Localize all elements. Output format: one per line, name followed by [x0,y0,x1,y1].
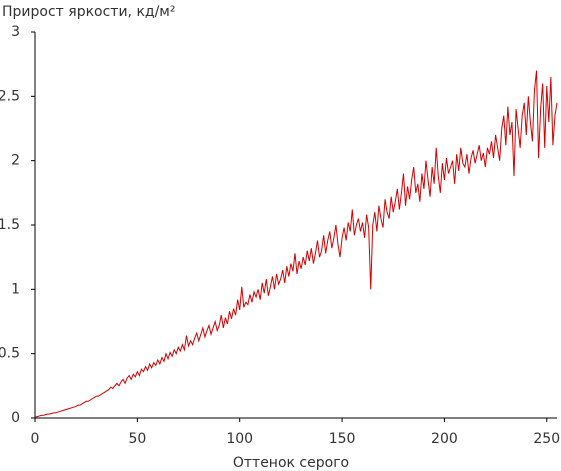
y-tick-label: 1 [11,281,20,297]
x-tick-label: 50 [128,431,146,447]
chart-title: Прирост яркости, кд/м² [2,4,175,20]
y-tick-label: 2.5 [0,88,20,104]
data-line [35,70,558,418]
x-tick-label: 0 [31,431,40,447]
x-axis-label: Оттенок серого [233,455,349,471]
x-tick-label: 100 [226,431,253,447]
y-tick-label: 0 [11,410,20,426]
x-tick-label: 200 [431,431,458,447]
y-tick-label: 1.5 [0,217,20,233]
y-tick-label: 3 [11,24,20,40]
x-tick-label: 150 [329,431,356,447]
y-tick-label: 0.5 [0,346,20,362]
y-tick-label: 2 [11,153,20,169]
x-tick-label: 250 [533,431,560,447]
